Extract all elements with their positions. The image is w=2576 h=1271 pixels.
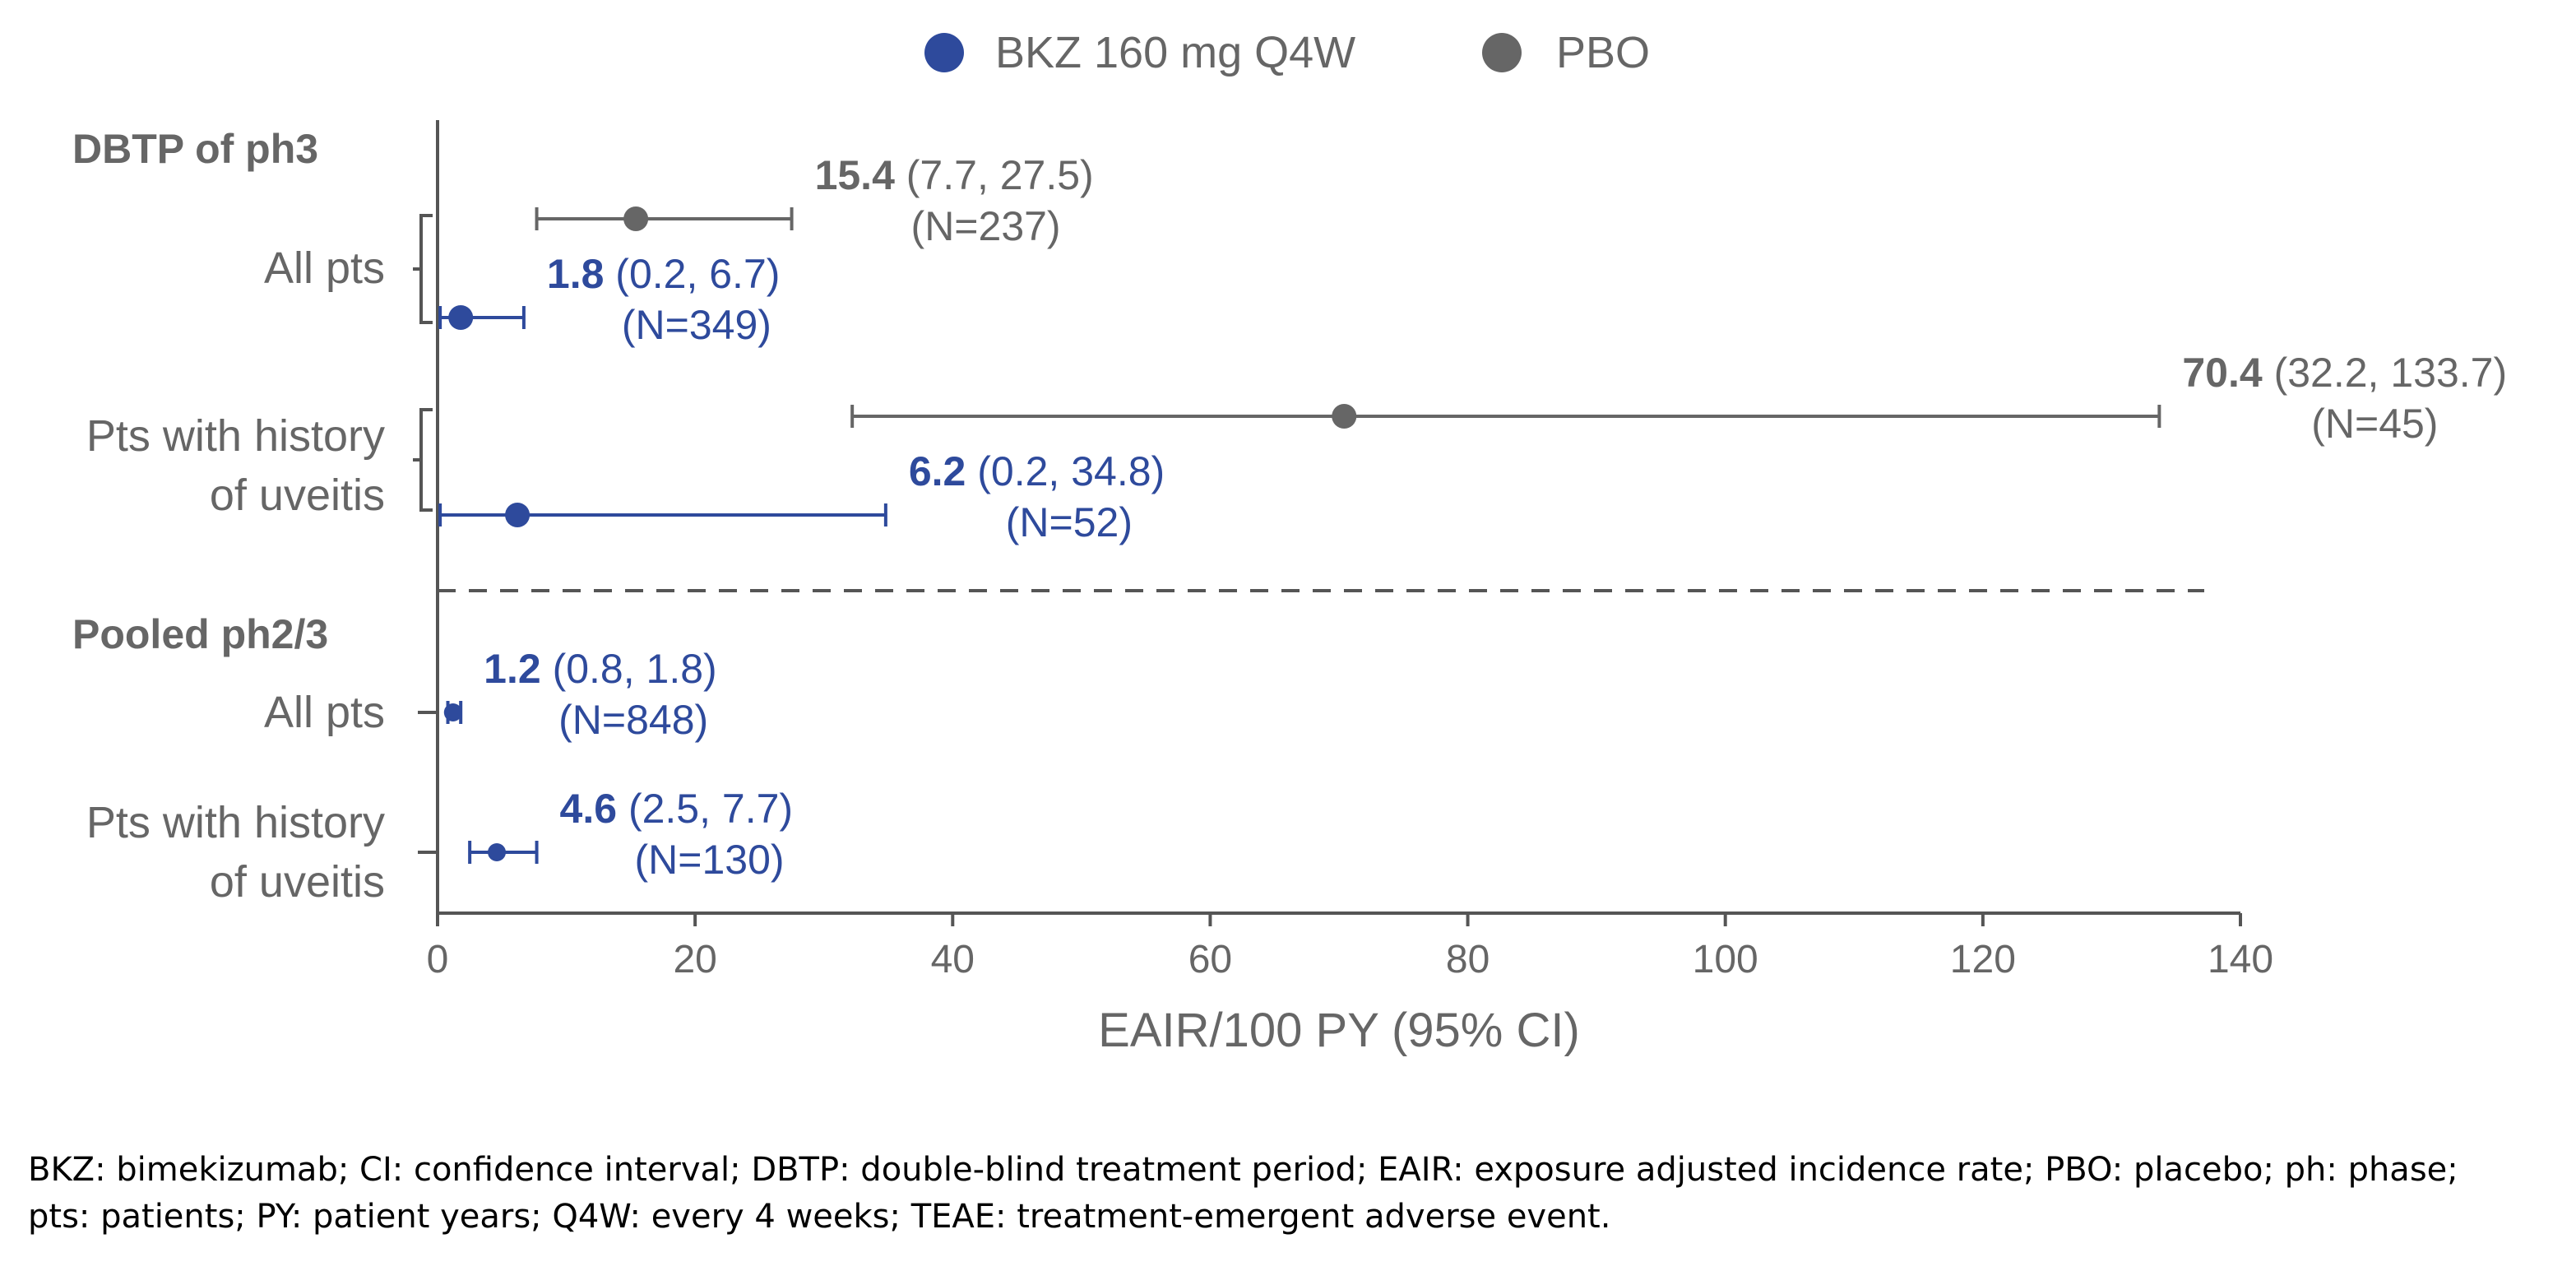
legend-label: PBO: [1556, 28, 1650, 77]
data-label: 4.6 (2.5, 7.7): [560, 786, 794, 832]
x-tick-label: 100: [1693, 938, 1758, 981]
data-label-ci: (32.2, 133.7): [2263, 350, 2507, 396]
x-tick-label: 80: [1446, 938, 1490, 981]
data-label-estimate: 4.6: [560, 786, 618, 832]
n-label: (N=349): [622, 302, 771, 348]
data-label-estimate: 6.2: [909, 448, 966, 494]
point-estimate: [505, 503, 530, 527]
x-axis: 0 20 40 60 80 100 120 140 EAIR/100 PY (95% CI): [427, 120, 2273, 1057]
data-label-estimate: 15.4: [815, 152, 896, 198]
group-label: of uveitis: [210, 471, 385, 520]
legend-label: BKZ 160 mg Q4W: [995, 28, 1355, 77]
data-label: 1.8 (0.2, 6.7): [547, 251, 781, 297]
group-label: Pts with history: [86, 411, 385, 461]
data-label-ci: (7.7, 27.5): [895, 152, 1094, 198]
x-tick-label: 0: [427, 938, 449, 981]
footnote: BKZ: bimekizumab; CI: confidence interva…: [28, 1147, 2553, 1241]
footnote-line-1: BKZ: bimekizumab; CI: confidence interva…: [28, 1151, 2458, 1189]
point-estimate: [1332, 404, 1357, 429]
point-estimate: [488, 843, 507, 861]
x-tick-label: 120: [1950, 938, 2016, 981]
x-axis-title: EAIR/100 PY (95% CI): [1098, 1004, 1580, 1057]
data-label: 70.4 (32.2, 133.7): [2182, 350, 2507, 396]
group-bracket: [413, 408, 433, 512]
point-estimate: [623, 206, 649, 231]
group-bracket: [413, 214, 433, 324]
n-label: (N=52): [1006, 499, 1133, 545]
data-marks: 15.4 (7.7, 27.5) (N=237) 1.8 (0.2, 6.7) (N=…: [438, 152, 2507, 883]
legend: BKZ 160 mg Q4W PBO: [924, 28, 1650, 77]
data-label: 6.2 (0.2, 34.8): [909, 448, 1165, 494]
data-label-ci: (0.2, 6.7): [604, 251, 780, 297]
group-label: All pts: [264, 688, 385, 737]
x-tick-label: 60: [1188, 938, 1232, 981]
x-tick-label: 40: [931, 938, 975, 981]
legend-marker: [1482, 33, 1522, 72]
x-tick-label: 140: [2208, 938, 2273, 981]
legend-marker: [924, 33, 964, 72]
n-label: (N=45): [2311, 401, 2438, 447]
data-label-estimate: 70.4: [2182, 350, 2263, 396]
data-label: 15.4 (7.7, 27.5): [815, 152, 1094, 198]
group-label: of uveitis: [210, 857, 385, 907]
n-label: (N=130): [635, 837, 785, 883]
row-labels: DBTP of ph3 All pts Pts with history of uve…: [72, 126, 438, 907]
group-label: All pts: [264, 244, 385, 293]
data-label-ci: (2.5, 7.7): [617, 786, 793, 832]
point-estimate: [448, 305, 474, 330]
data-label-ci: (0.8, 1.8): [541, 646, 717, 692]
data-label-estimate: 1.2: [484, 646, 541, 692]
data-label-ci: (0.2, 34.8): [966, 448, 1165, 494]
n-label: (N=237): [911, 203, 1061, 249]
section-label: DBTP of ph3: [72, 126, 318, 172]
forest-plot: BKZ 160 mg Q4W PBO DBTP of ph3 All pts Pts …: [72, 28, 2507, 1057]
footnote-line-2: pts: patients; PY: patient years; Q4W: e…: [28, 1198, 1611, 1236]
data-label-estimate: 1.8: [547, 251, 605, 297]
group-label: Pts with history: [86, 798, 385, 847]
data-label: 1.2 (0.8, 1.8): [484, 646, 717, 692]
n-label: (N=848): [558, 697, 708, 743]
point-estimate: [443, 703, 462, 721]
x-tick-label: 20: [673, 938, 716, 981]
section-label: Pooled ph2/3: [72, 611, 328, 657]
